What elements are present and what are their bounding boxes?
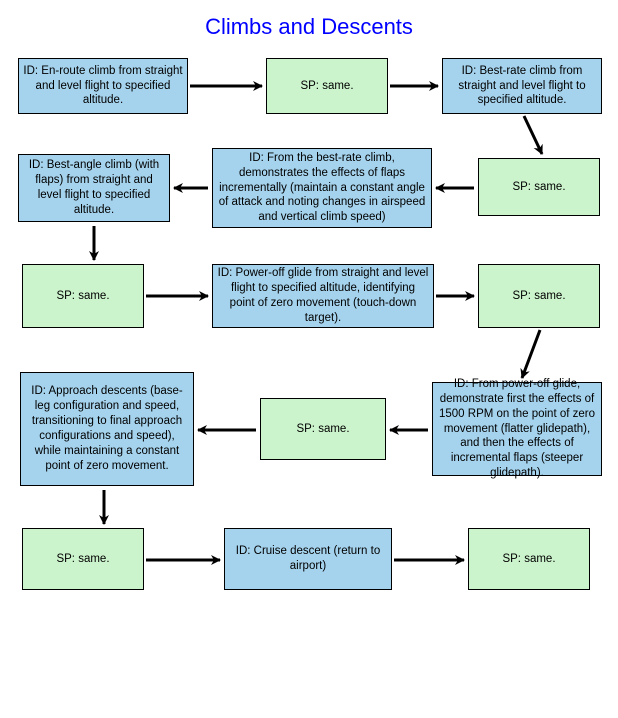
flow-node-sp-1: SP: same. [266,58,388,114]
flow-node-id-enroute-climb: ID: En-route climb from straight and lev… [18,58,188,114]
flow-node-id-cruise-descent: ID: Cruise descent (return to airport) [224,528,392,590]
flow-node-sp-4: SP: same. [478,264,600,328]
page-title: Climbs and Descents [0,14,618,40]
flow-node-id-best-rate-climb: ID: Best-rate climb from straight and le… [442,58,602,114]
flow-node-sp-3: SP: same. [22,264,144,328]
flow-node-sp-2: SP: same. [478,158,600,216]
flow-node-id-glidepath-effects: ID: From power-off glide, demonstrate fi… [432,382,602,476]
flow-node-sp-5: SP: same. [260,398,386,460]
flow-node-sp-7: SP: same. [468,528,590,590]
flow-node-id-flaps-effects: ID: From the best-rate climb, demonstrat… [212,148,432,228]
flow-node-id-approach-descents: ID: Approach descents (base-leg configur… [20,372,194,486]
flow-node-id-power-off-glide: ID: Power-off glide from straight and le… [212,264,434,328]
flow-node-id-best-angle-climb: ID: Best-angle climb (with flaps) from s… [18,154,170,222]
flow-node-sp-6: SP: same. [22,528,144,590]
